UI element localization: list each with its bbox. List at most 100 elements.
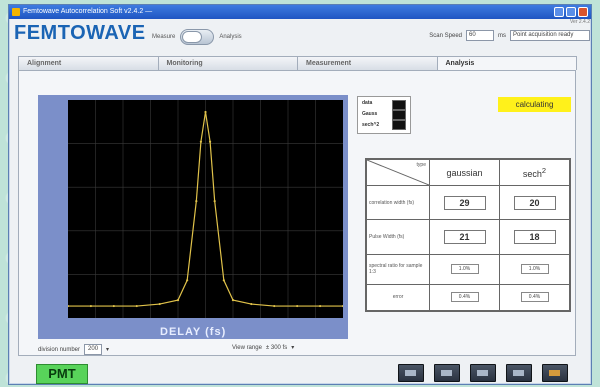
cell-ratio-sech: 1.0% — [499, 253, 570, 285]
pulse-sech-value: 18 — [513, 229, 556, 244]
tab-measurement[interactable]: Measurement — [297, 56, 438, 70]
legend-sech-swatch[interactable] — [392, 120, 406, 130]
ratio-gauss-value: 1.0% — [450, 264, 479, 275]
tab-monitoring[interactable]: Monitoring — [157, 56, 298, 70]
cell-pulse-sech: 18 — [499, 219, 570, 255]
col-sech-superscript: 2 — [541, 166, 547, 175]
app-icon — [12, 8, 20, 16]
title-bar: Femtowave Autocorrelation Soft v2.4.2 — — [9, 5, 591, 19]
row-error-label: error — [366, 283, 430, 312]
nav-button-1[interactable] — [398, 364, 424, 382]
division-select[interactable]: 200 — [84, 344, 103, 355]
cell-error-gauss: 0.4% — [429, 283, 500, 312]
nav-1-icon — [405, 370, 416, 376]
row-ratio-label: spectral ratio for sample 1:3 — [366, 253, 430, 285]
results-table: type gaussian sech2 correlation width (f… — [365, 158, 571, 312]
nav-button-2[interactable] — [434, 364, 460, 382]
minimize-icon[interactable] — [554, 7, 564, 17]
nav-2-icon — [441, 370, 452, 376]
close-icon[interactable] — [578, 7, 588, 17]
division-label: division number — [38, 346, 81, 353]
chevron-down-icon[interactable]: ▾ — [106, 347, 110, 353]
data-point — [195, 200, 198, 203]
data-point — [318, 304, 322, 308]
cell-ratio-gauss: 1.0% — [429, 253, 500, 285]
col-sech-label: sech — [522, 169, 542, 179]
data-point — [341, 304, 343, 308]
scan-speed-unit: ms — [498, 32, 506, 39]
data-point — [296, 304, 299, 308]
data-point — [135, 304, 138, 308]
toggle-left-label: Measure — [152, 34, 176, 40]
brand-logo: FEMTOWAVE — [14, 22, 146, 44]
scan-speed-area: Scan Speed 60 ms Point acquisition ready — [429, 30, 590, 41]
window-title: Femtowave Autocorrelation Soft v2.4.2 — — [23, 8, 153, 15]
nav-button-4[interactable] — [506, 364, 532, 382]
nav-button-5[interactable] — [542, 364, 568, 382]
toggle-knob[interactable] — [182, 31, 203, 43]
toggle-right-label: Analysis — [219, 34, 242, 40]
nav-buttons — [398, 364, 568, 382]
tab-bar: Alignment Monitoring Measurement Analysi… — [18, 56, 577, 70]
data-point — [158, 302, 161, 306]
data-point — [213, 200, 216, 203]
col-gaussian-label: gaussian — [446, 167, 483, 178]
mode-toggle[interactable] — [180, 29, 215, 45]
legend-sech-label: sech^2 — [362, 122, 380, 128]
nav-3-icon — [477, 370, 488, 376]
view-range-control: View range ± 300 fs ▾ — [232, 344, 295, 352]
chevron-down-icon[interactable]: ▾ — [291, 345, 295, 351]
corr-sech-value: 20 — [513, 195, 556, 210]
nav-5-icon — [549, 370, 560, 376]
status-field: Point acquisition ready — [510, 30, 590, 41]
view-range-label: View range — [232, 344, 262, 351]
error-sech-value: 0.4% — [520, 292, 549, 303]
data-point — [176, 299, 180, 302]
cell-corr-gauss: 29 — [429, 184, 500, 221]
tab-alignment[interactable]: Alignment — [18, 56, 159, 70]
data-point — [222, 279, 225, 282]
cell-error-sech: 0.4% — [499, 283, 570, 312]
row-pulse-label: Pulse Width (fs) — [366, 219, 430, 255]
cell-pulse-gauss: 21 — [429, 219, 500, 255]
col-sech-header: sech2 — [499, 159, 570, 186]
legend: data Gauss sech^2 — [357, 96, 411, 134]
type-header-cell: type — [366, 159, 430, 186]
col-gaussian-header: gaussian — [429, 159, 500, 186]
data-point — [112, 304, 115, 308]
data-point — [250, 302, 253, 306]
legend-data-swatch[interactable] — [392, 100, 406, 110]
legend-gauss-label: Gauss — [362, 111, 378, 117]
maximize-icon[interactable] — [566, 7, 576, 17]
version-label: Ver 2.4.2 — [569, 19, 590, 25]
scan-speed-input[interactable]: 60 — [466, 30, 494, 41]
data-point — [68, 304, 70, 308]
chart-svg — [68, 100, 343, 318]
legend-data-label: data — [362, 100, 373, 106]
pulse-gauss-value: 21 — [443, 229, 486, 244]
cell-corr-sech: 20 — [499, 184, 570, 221]
autocorrelation-plot — [68, 100, 343, 318]
data-point — [199, 140, 203, 143]
type-label: type — [416, 162, 426, 168]
scan-speed-label: Scan Speed — [429, 32, 462, 39]
nav-4-icon — [513, 370, 524, 376]
diagonal-divider — [367, 160, 429, 185]
x-axis-label: DELAY (fs) — [160, 326, 227, 338]
pmt-indicator[interactable]: PMT — [36, 364, 88, 384]
data-point — [273, 304, 276, 308]
data-point — [89, 304, 93, 308]
data-point — [231, 299, 235, 302]
error-gauss-value: 0.4% — [450, 292, 479, 303]
corr-gauss-value: 29 — [443, 195, 486, 210]
legend-gauss-swatch[interactable] — [392, 110, 406, 120]
ratio-sech-value: 1.0% — [520, 264, 549, 275]
view-range-select[interactable]: ± 300 fs — [265, 344, 288, 351]
status-badge: calculating — [498, 97, 571, 112]
nav-button-3[interactable] — [470, 364, 496, 382]
data-point — [186, 279, 189, 282]
mode-toggle-area: Measure Analysis — [152, 29, 242, 45]
data-point — [208, 140, 212, 143]
tab-analysis[interactable]: Analysis — [436, 56, 577, 70]
division-control: division number 200 ▾ — [38, 344, 109, 355]
